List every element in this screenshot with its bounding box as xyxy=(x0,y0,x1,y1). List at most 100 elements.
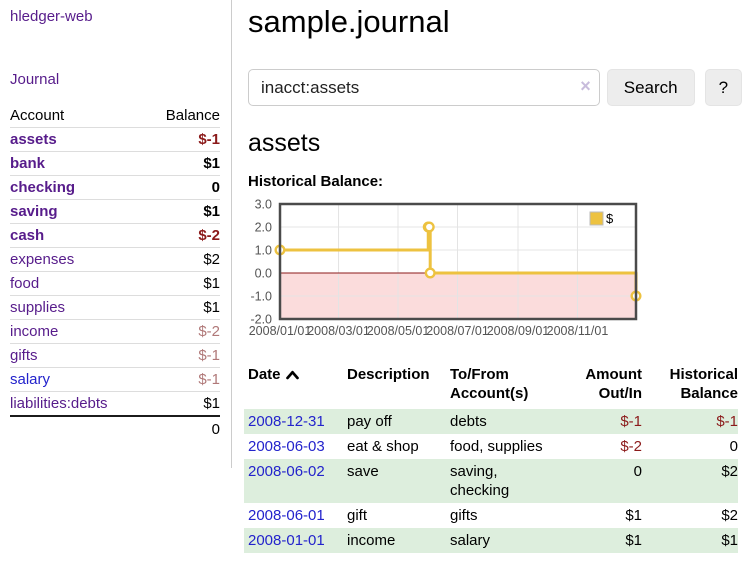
page-title: sample.journal xyxy=(248,4,450,39)
table-row: 2008-06-01 gift gifts $1 $2 xyxy=(244,503,738,528)
historical-balance: $-1 xyxy=(716,413,738,430)
account-balance: 0 xyxy=(211,179,220,196)
sidebar-nav: Journal xyxy=(10,71,231,88)
register-header-row: Date Description To/From Account(s) Amou… xyxy=(244,363,738,409)
register-table: Date Description To/From Account(s) Amou… xyxy=(244,363,738,553)
account-row: liabilities:debts $1 xyxy=(10,391,220,417)
transaction-date-link[interactable]: 2008-06-03 xyxy=(248,438,325,455)
account-row: saving $1 xyxy=(10,199,220,224)
account-link[interactable]: checking xyxy=(10,179,76,196)
transaction-description: save xyxy=(347,463,379,480)
transaction-date-link[interactable]: 2008-06-01 xyxy=(248,507,325,524)
clear-search-icon[interactable]: × xyxy=(580,76,591,96)
transaction-accounts: saving, checking xyxy=(450,463,510,499)
help-button[interactable]: ? xyxy=(704,69,742,106)
accounts-col-balance: Balance xyxy=(165,107,220,124)
amount-out-in: $-2 xyxy=(620,438,642,455)
balance-chart: 3.0 2.0 1.0 0.0 -1.0 -2.0 2008/01/01 2008/03/01… xyxy=(248,198,742,341)
amount-out-in: $-1 xyxy=(620,413,642,430)
transaction-accounts: salary xyxy=(450,532,491,549)
search-button[interactable]: Search xyxy=(606,69,695,106)
account-balance: $-1 xyxy=(198,347,220,364)
x-axis-tick-label: 2008/03/01 xyxy=(307,324,370,338)
account-row: expenses $2 xyxy=(10,247,220,272)
y-axis-tick-label: 3.0 xyxy=(255,198,272,212)
data-point-marker xyxy=(424,267,436,279)
table-row: 2008-06-03 eat & shop food, supplies $-2 0 xyxy=(244,434,738,459)
transaction-accounts: gifts xyxy=(450,507,478,524)
amount-out-in: 0 xyxy=(633,463,642,480)
account-balance: $-2 xyxy=(198,227,220,244)
col-header-tofrom: To/From Account(s) xyxy=(450,366,529,402)
chart-title: Historical Balance: xyxy=(248,173,384,190)
app-brand-link[interactable]: hledger-web xyxy=(10,8,93,25)
spacer xyxy=(10,416,145,442)
account-row: bank $1 xyxy=(10,151,220,176)
search-input[interactable] xyxy=(248,69,600,106)
x-axis-tick-label: 2008/09/01 xyxy=(487,324,550,338)
account-balance: $1 xyxy=(203,395,220,412)
account-row: income $-2 xyxy=(10,319,220,344)
transaction-accounts: food, supplies xyxy=(450,438,543,455)
account-row: gifts $-1 xyxy=(10,343,220,368)
historical-balance: $2 xyxy=(721,463,738,480)
account-row: food $1 xyxy=(10,271,220,296)
account-balance: $-1 xyxy=(198,371,220,388)
app-brand: hledger-web xyxy=(10,8,231,25)
y-axis-tick-label: 1.0 xyxy=(255,244,272,258)
y-axis-tick-label: -2.0 xyxy=(250,313,272,327)
account-balance: $2 xyxy=(203,251,220,268)
transaction-date-link[interactable]: 2008-01-01 xyxy=(248,532,325,549)
account-balance: $1 xyxy=(203,203,220,220)
sort-asc-icon xyxy=(285,370,299,380)
nav-journal-link[interactable]: Journal xyxy=(10,71,60,88)
account-balance: $1 xyxy=(203,299,220,316)
account-link[interactable]: food xyxy=(10,275,40,292)
account-link[interactable]: salary xyxy=(10,371,51,388)
account-link[interactable]: income xyxy=(10,323,59,340)
transaction-date-link[interactable]: 2008-12-31 xyxy=(248,413,325,430)
y-axis-tick-label: -1.0 xyxy=(250,290,272,304)
account-link[interactable]: expenses xyxy=(10,251,75,268)
transaction-accounts: debts xyxy=(450,413,487,430)
y-axis-tick-label: 0.0 xyxy=(255,267,272,281)
historical-balance: $2 xyxy=(721,507,738,524)
table-row: 2008-06-02 save saving, checking 0 $2 xyxy=(244,459,738,503)
table-row: 2008-01-01 income salary $1 $1 xyxy=(244,528,738,553)
main-content: sample.journal × Search ? assets Histori… xyxy=(244,0,742,553)
account-row: assets $-1 xyxy=(10,127,220,152)
account-link[interactable]: assets xyxy=(10,131,57,148)
col-header-balance: Historical Balance xyxy=(669,366,738,402)
legend-swatch xyxy=(589,211,604,226)
amount-out-in: $1 xyxy=(625,507,642,524)
accounts-table: Account Balance assets $-1 bank $1 checking 0… xyxy=(10,104,220,442)
transaction-description: gift xyxy=(347,507,368,524)
account-balance: $1 xyxy=(203,275,220,292)
historical-balance: 0 xyxy=(729,438,738,455)
account-link[interactable]: gifts xyxy=(10,347,38,364)
account-link[interactable]: saving xyxy=(10,203,58,220)
search-box: × xyxy=(248,69,600,106)
x-axis-tick-label: 2008/05/01 xyxy=(367,324,430,338)
account-link[interactable]: supplies xyxy=(10,299,66,316)
sidebar: hledger-web Journal Account Balance asse… xyxy=(0,0,232,468)
account-link[interactable]: liabilities:debts xyxy=(10,395,108,412)
transaction-date-link[interactable]: 2008-06-02 xyxy=(248,463,325,480)
col-header-date[interactable]: Date xyxy=(244,363,343,409)
accounts-total-balance: 0 xyxy=(211,421,220,438)
search-form: × Search ? xyxy=(248,69,742,106)
x-axis-tick-label: 2008/07/01 xyxy=(426,324,489,338)
chart-svg: 3.0 2.0 1.0 0.0 -1.0 -2.02008/01/012008/03/01… xyxy=(249,198,642,338)
account-heading: assets xyxy=(248,129,321,157)
col-header-amount: Amount Out/In xyxy=(585,366,642,402)
accounts-col-account: Account xyxy=(10,107,65,124)
account-link[interactable]: bank xyxy=(10,155,46,172)
transaction-description: income xyxy=(347,532,396,549)
account-link[interactable]: cash xyxy=(10,227,45,244)
data-point-marker xyxy=(423,221,435,233)
x-axis-tick-label: 2008/11/01 xyxy=(547,324,609,338)
account-balance: $1 xyxy=(203,155,220,172)
transaction-description: eat & shop xyxy=(347,438,419,455)
col-header-date-label: Date xyxy=(248,366,281,383)
account-row: cash $-2 xyxy=(10,223,220,248)
